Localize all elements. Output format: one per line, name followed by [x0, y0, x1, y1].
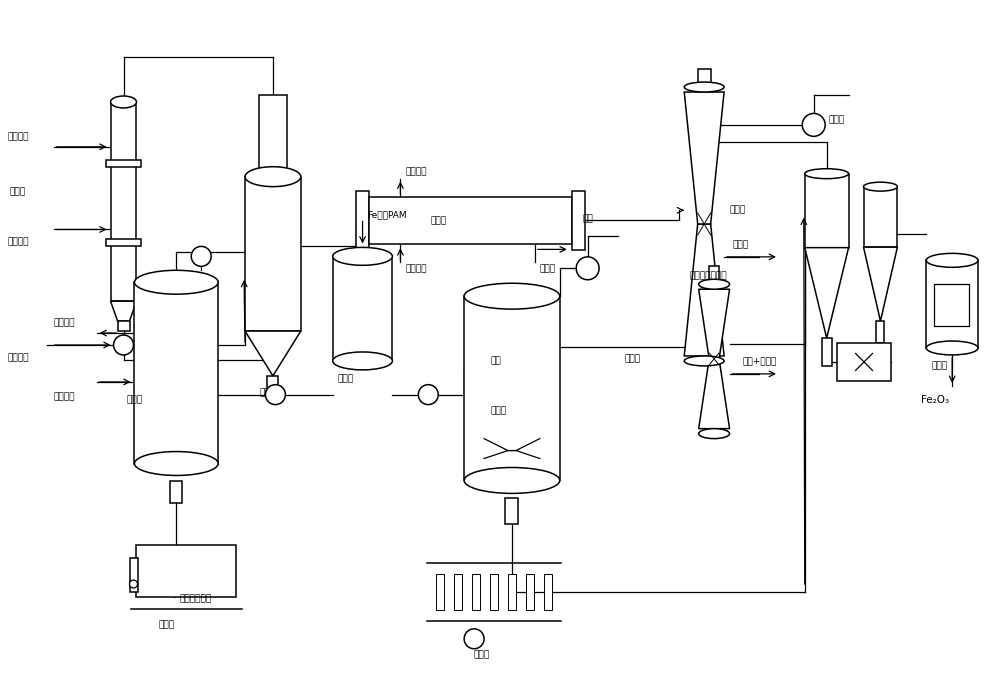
Bar: [864, 187, 897, 247]
Text: 空气: 空气: [583, 214, 593, 223]
Bar: [454, 574, 462, 610]
Bar: [822, 338, 832, 366]
Bar: [136, 545, 236, 597]
Circle shape: [130, 580, 137, 588]
Circle shape: [464, 629, 484, 649]
Text: 酸洗废液: 酸洗废液: [7, 353, 29, 362]
Ellipse shape: [464, 467, 560, 493]
Polygon shape: [684, 224, 724, 356]
Text: 氨水: 氨水: [490, 356, 501, 365]
Polygon shape: [111, 301, 136, 321]
Text: 真空泵: 真空泵: [829, 115, 845, 124]
Text: 吸收塔: 吸收塔: [624, 355, 641, 364]
Text: 压滤机: 压滤机: [473, 650, 489, 659]
Ellipse shape: [333, 352, 392, 370]
Text: 氯化亚铁结晶: 氯化亚铁结晶: [179, 595, 212, 604]
Bar: [472, 574, 480, 610]
Text: 再生酸: 再生酸: [732, 240, 748, 250]
Bar: [436, 574, 444, 610]
Text: 旋转闪蒸干燥机: 旋转闪蒸干燥机: [689, 271, 727, 280]
Bar: [934, 284, 969, 326]
Bar: [111, 102, 136, 301]
Bar: [572, 191, 585, 250]
Circle shape: [418, 385, 438, 405]
Ellipse shape: [684, 356, 724, 366]
Ellipse shape: [805, 169, 849, 178]
Bar: [508, 574, 516, 610]
Bar: [837, 343, 891, 381]
Ellipse shape: [926, 253, 978, 268]
Circle shape: [802, 113, 825, 137]
Text: 蒸发器: 蒸发器: [10, 187, 26, 196]
Ellipse shape: [464, 283, 560, 309]
Text: 再生酸: 再生酸: [540, 265, 556, 274]
Bar: [526, 574, 534, 610]
Text: 反应釜: 反应釜: [490, 406, 506, 415]
Bar: [245, 177, 301, 331]
Text: 冷凝器: 冷凝器: [430, 216, 446, 225]
Circle shape: [265, 385, 285, 405]
Bar: [130, 558, 138, 592]
Bar: [170, 482, 182, 504]
Bar: [709, 266, 719, 284]
Bar: [106, 160, 141, 167]
Text: 蒸气进口: 蒸气进口: [7, 132, 29, 141]
Text: 蒸气出口: 蒸气出口: [7, 237, 29, 246]
Bar: [356, 191, 369, 250]
Text: 氨水+氯化铵: 氨水+氯化铵: [742, 357, 776, 366]
Bar: [369, 197, 572, 244]
Ellipse shape: [333, 248, 392, 265]
Bar: [267, 376, 278, 394]
Polygon shape: [864, 247, 897, 321]
Bar: [544, 574, 552, 610]
Ellipse shape: [699, 279, 730, 289]
Circle shape: [576, 257, 599, 280]
Text: 冷却水进: 冷却水进: [405, 265, 427, 274]
Text: Fe粉、PAM: Fe粉、PAM: [368, 210, 407, 219]
Ellipse shape: [134, 270, 218, 294]
Bar: [505, 498, 518, 524]
Polygon shape: [245, 331, 301, 376]
Bar: [134, 282, 218, 464]
Ellipse shape: [111, 96, 136, 108]
Text: 冷却水出: 冷却水出: [54, 318, 75, 327]
Bar: [926, 260, 978, 348]
Text: 煅烧炉: 煅烧炉: [931, 362, 947, 370]
Bar: [698, 69, 711, 87]
Text: 冷却水出: 冷却水出: [405, 167, 427, 176]
Polygon shape: [699, 289, 730, 359]
Polygon shape: [684, 92, 724, 224]
Ellipse shape: [684, 82, 724, 92]
Bar: [333, 257, 392, 361]
Text: 废酸槽: 废酸槽: [338, 375, 354, 383]
Bar: [118, 321, 130, 331]
Ellipse shape: [134, 451, 218, 475]
Text: 结晶器: 结晶器: [127, 396, 143, 405]
Text: Fe₂O₃: Fe₂O₃: [921, 394, 949, 405]
Circle shape: [191, 246, 211, 266]
Polygon shape: [699, 359, 730, 429]
Text: 冷却水进: 冷却水进: [54, 392, 75, 401]
Ellipse shape: [699, 429, 730, 438]
Bar: [805, 174, 849, 248]
Circle shape: [114, 335, 133, 355]
Text: 分离罐: 分离罐: [260, 388, 276, 397]
Bar: [259, 95, 287, 177]
Ellipse shape: [245, 167, 301, 187]
Polygon shape: [805, 248, 849, 338]
Bar: [876, 321, 884, 343]
Text: 吸收塔: 吸收塔: [729, 206, 745, 215]
Bar: [464, 296, 560, 480]
Text: 离心机: 离心机: [158, 620, 175, 629]
Bar: [490, 574, 498, 610]
Bar: [106, 239, 141, 246]
Ellipse shape: [926, 341, 978, 355]
Ellipse shape: [864, 182, 897, 191]
